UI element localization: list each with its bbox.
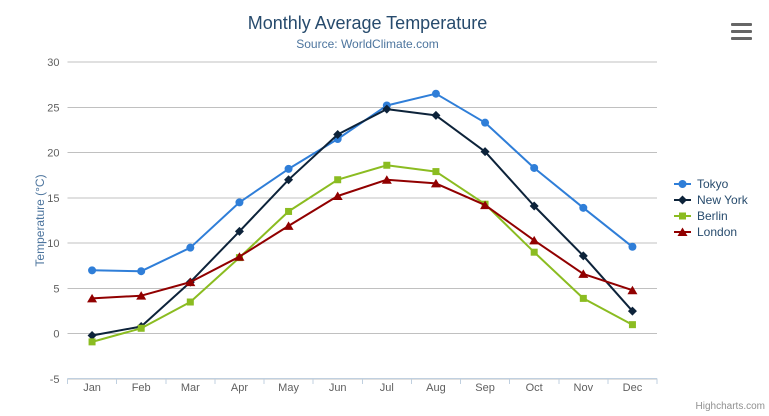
series-marker-berlin[interactable] [285,207,293,215]
x-tick-label: Dec [623,382,643,394]
legend-item-tokyo[interactable]: Tokyo [674,176,748,192]
series-line-berlin [91,164,634,343]
series-marker-london[interactable] [430,178,441,188]
legend-item-london[interactable]: London [674,224,748,240]
chart-subtitle: Source: WorldClimate.com [296,37,439,51]
series-marker-london[interactable] [185,277,196,287]
x-tick-label: Feb [132,382,151,394]
series-marker-tokyo[interactable] [431,89,440,98]
series-marker-berlin[interactable] [530,248,538,256]
legend-label: Berlin [697,209,728,223]
series-marker-tokyo[interactable] [284,164,293,173]
menu-bar [731,29,752,33]
series-new-york [87,104,637,341]
x-tick-label: Jun [329,382,347,394]
y-tick-label: -5 [50,374,60,386]
legend-marker-diamond-icon[interactable] [678,195,687,205]
series-marker-london[interactable] [136,291,147,300]
series-marker-new-york[interactable] [333,129,343,139]
series-marker-london[interactable] [529,235,540,245]
series-marker-new-york[interactable] [529,201,539,211]
series-marker-tokyo[interactable] [186,243,195,252]
x-tick-label: Mar [181,382,200,394]
y-tick-label: 10 [47,238,59,250]
series-marker-london[interactable] [283,221,294,230]
x-tick-label: Nov [574,382,594,394]
series-marker-berlin[interactable] [383,161,391,169]
series-marker-london[interactable] [381,175,392,184]
series-marker-new-york[interactable] [627,306,637,316]
series-marker-london[interactable] [480,200,491,210]
series-marker-new-york[interactable] [234,226,244,236]
series-marker-london[interactable] [87,293,98,303]
series-marker-london[interactable] [578,269,589,278]
series-london [87,175,638,303]
legend-item-berlin[interactable]: Berlin [674,208,748,224]
x-tick-label: May [278,382,299,394]
legend-marker-circle-icon[interactable] [678,180,687,188]
y-axis-title: Temperature (°C) [33,174,47,266]
y-tick-label: 0 [53,329,59,341]
series-marker-new-york[interactable] [87,331,97,341]
series-marker-new-york[interactable] [480,147,490,157]
legend-label: Tokyo [697,177,729,191]
series-line-new-york [91,108,634,337]
legend: Tokyo New York Berlin London [674,176,748,240]
y-tick-label: 30 [47,57,59,69]
legend-marker-triangle-icon [674,227,691,237]
y-tick-label: 25 [47,102,59,114]
series-marker-tokyo[interactable] [481,118,490,127]
credits-link[interactable]: Highcharts.com [695,401,765,412]
series-marker-tokyo[interactable] [579,203,588,212]
x-tick-label: Sep [475,382,495,394]
series-marker-new-york[interactable] [284,175,294,185]
series-marker-berlin[interactable] [137,324,145,332]
series-marker-berlin[interactable] [88,338,96,346]
x-tick-label: Apr [231,382,248,394]
series-marker-tokyo[interactable] [530,163,539,172]
series-marker-tokyo[interactable] [88,266,97,275]
series-marker-london[interactable] [627,285,638,295]
legend-label: London [697,225,738,239]
x-tick-label: Aug [426,382,446,394]
legend-marker-triangle-icon[interactable] [677,227,688,237]
legend-label: New York [697,193,748,207]
menu-bar [731,22,752,26]
y-tick-label: 20 [47,148,59,160]
legend-item-new-york[interactable]: New York [674,192,748,208]
series-line-tokyo [91,92,634,273]
series-marker-berlin[interactable] [186,298,194,306]
y-tick-label: 5 [53,283,59,295]
series-marker-new-york[interactable] [578,251,588,261]
series-marker-new-york[interactable] [382,104,392,114]
series-marker-berlin[interactable] [579,294,587,302]
series-marker-tokyo[interactable] [628,242,637,251]
series-marker-london[interactable] [332,191,343,201]
series-marker-berlin[interactable] [432,168,440,176]
series-line-london [91,178,634,300]
x-tick-label: Jan [83,382,101,394]
series-marker-london[interactable] [234,252,245,261]
legend-marker-square-icon[interactable] [679,212,686,220]
series-marker-berlin[interactable] [628,321,636,329]
x-tick-label: Jul [380,382,394,394]
series-marker-berlin[interactable] [334,176,342,184]
legend-marker-square-icon [674,212,691,220]
hamburger-menu-icon[interactable] [728,19,755,43]
series-marker-new-york[interactable] [431,110,441,120]
series-marker-tokyo[interactable] [235,198,244,207]
legend-marker-diamond-icon [674,195,691,205]
y-tick-label: 15 [47,193,59,205]
x-tick-label: Oct [526,382,543,394]
chart-title: Monthly Average Temperature [247,13,488,33]
series-tokyo [88,89,637,276]
series-marker-tokyo[interactable] [137,267,146,276]
menu-bar [731,36,752,40]
legend-marker-circle-icon [674,180,691,188]
